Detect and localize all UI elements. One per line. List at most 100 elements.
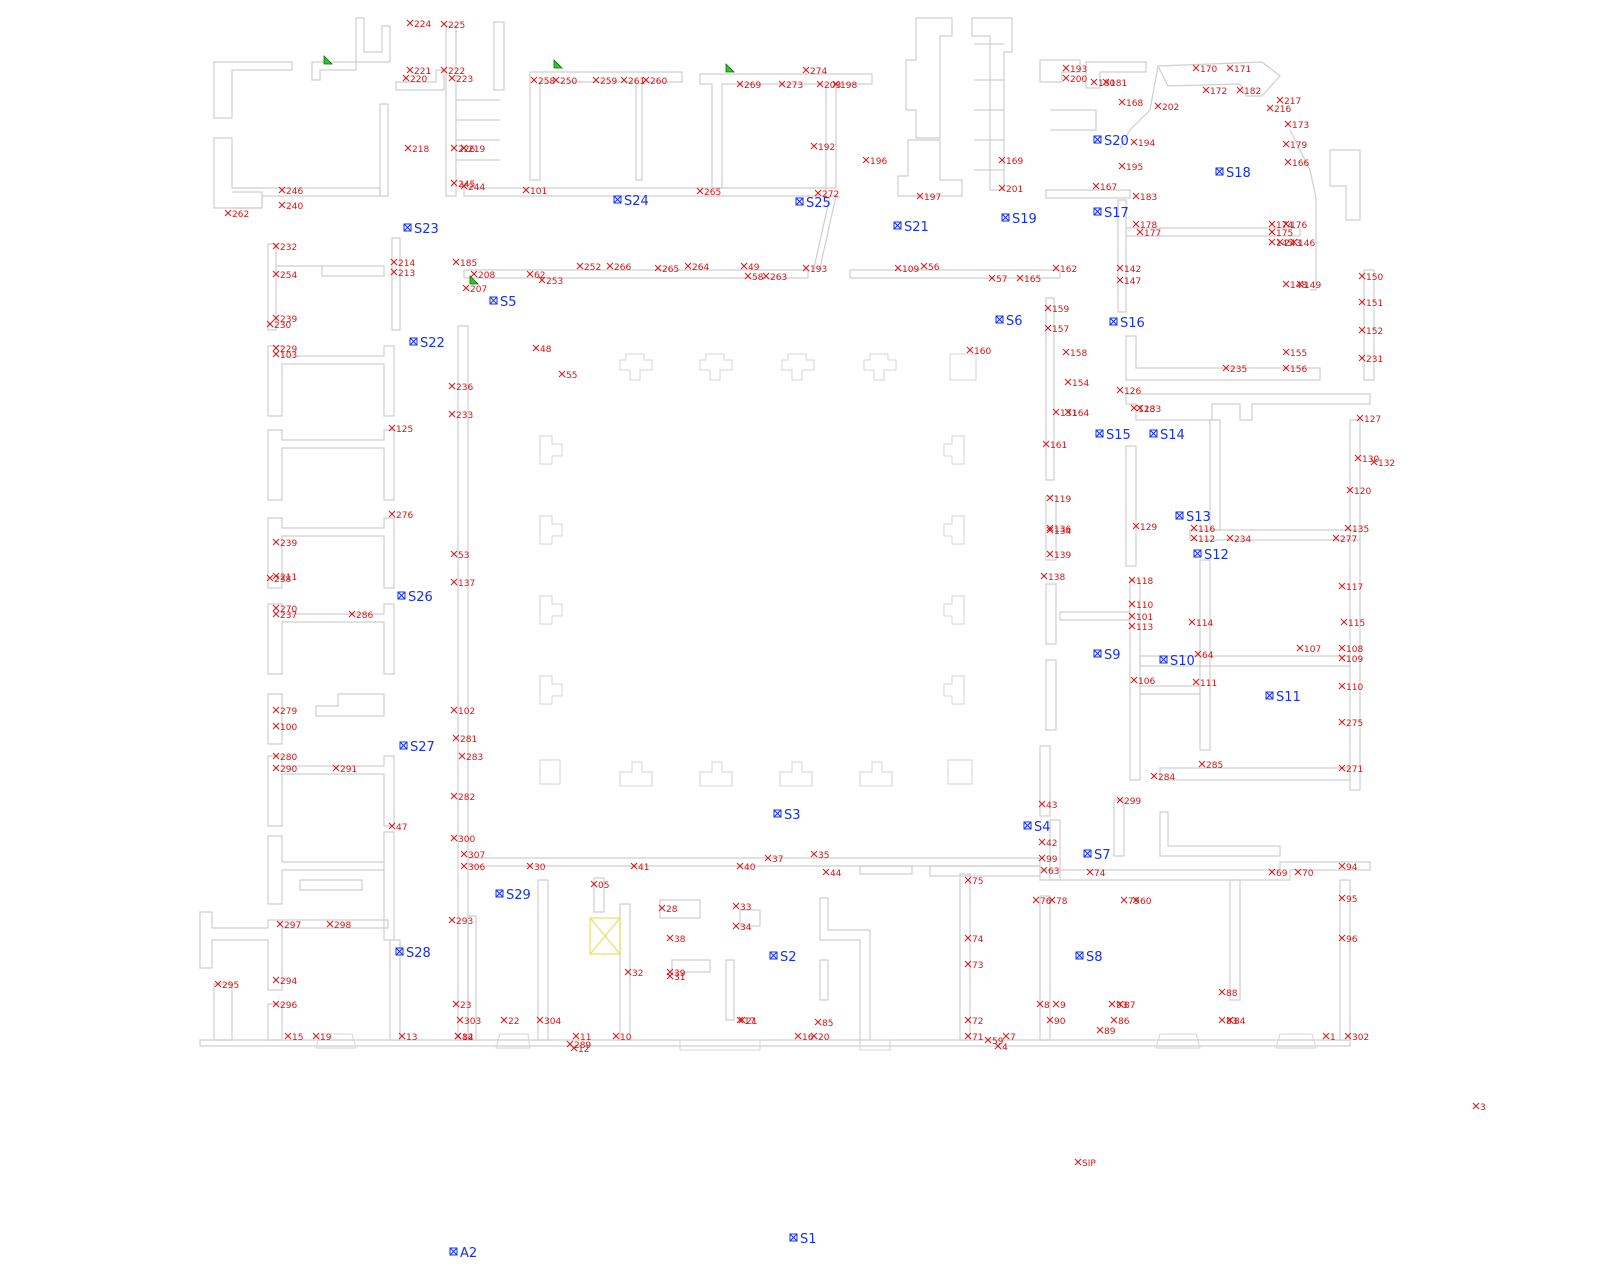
survey-point[interactable]: 33: [732, 902, 751, 913]
survey-point[interactable]: 35: [810, 850, 829, 861]
survey-point[interactable]: 126: [1116, 386, 1141, 397]
survey-point[interactable]: 60: [1132, 896, 1152, 907]
station-marker[interactable]: S15: [1095, 428, 1131, 443]
survey-point[interactable]: 252: [576, 262, 601, 273]
station-marker[interactable]: S25: [795, 196, 831, 211]
survey-point[interactable]: 74: [1086, 868, 1106, 879]
survey-point[interactable]: 131: [1052, 408, 1077, 419]
survey-point[interactable]: 120: [1346, 486, 1371, 497]
survey-point[interactable]: 166: [1284, 158, 1309, 169]
survey-point[interactable]: 283: [458, 752, 483, 763]
survey-point[interactable]: 222: [440, 66, 465, 77]
survey-point[interactable]: 254: [272, 270, 297, 281]
survey-point[interactable]: 31: [666, 972, 685, 983]
survey-point[interactable]: 269: [736, 80, 761, 91]
survey-point[interactable]: 170: [1192, 64, 1217, 75]
survey-point[interactable]: 230: [266, 320, 291, 331]
survey-point[interactable]: 59: [984, 1036, 1004, 1047]
survey-point[interactable]: 88: [1218, 988, 1238, 999]
survey-point[interactable]: 34: [732, 922, 752, 933]
survey-point[interactable]: 275: [1338, 718, 1363, 729]
survey-point[interactable]: 276: [388, 510, 413, 521]
station-marker[interactable]: S28: [395, 946, 431, 961]
survey-point[interactable]: 272: [814, 189, 839, 200]
survey-point[interactable]: 286: [348, 610, 373, 621]
survey-point[interactable]: 160: [966, 346, 991, 357]
survey-point[interactable]: 87: [1116, 1000, 1135, 1011]
survey-point[interactable]: 139: [1046, 550, 1071, 561]
survey-point[interactable]: 171: [1226, 64, 1251, 75]
survey-point[interactable]: 116: [1190, 524, 1215, 535]
survey-point[interactable]: 156: [1282, 364, 1307, 375]
survey-point[interactable]: 176: [1282, 220, 1307, 231]
survey-point[interactable]: 265: [696, 187, 721, 198]
survey-point[interactable]: 8: [1036, 1000, 1050, 1011]
station-marker[interactable]: S6: [995, 314, 1023, 329]
survey-point[interactable]: 261: [620, 76, 645, 87]
survey-point[interactable]: 243: [1276, 238, 1301, 249]
survey-point[interactable]: 40: [736, 862, 756, 873]
station-marker[interactable]: S19: [1001, 212, 1037, 227]
survey-point[interactable]: 90: [1046, 1016, 1066, 1027]
survey-point[interactable]: 221: [406, 66, 431, 77]
station-marker[interactable]: S24: [613, 194, 649, 209]
station-marker[interactable]: S23: [403, 222, 439, 237]
station-marker[interactable]: S21: [893, 220, 929, 235]
station-marker[interactable]: S27: [399, 740, 435, 755]
survey-point[interactable]: 297: [276, 920, 301, 931]
survey-point[interactable]: 1: [1322, 1032, 1336, 1043]
survey-point[interactable]: 73: [964, 960, 983, 971]
survey-point[interactable]: 11: [572, 1032, 591, 1043]
station-marker[interactable]: S12: [1193, 548, 1229, 563]
survey-point[interactable]: 296: [272, 1000, 297, 1011]
survey-point[interactable]: 85: [814, 1018, 833, 1029]
survey-point[interactable]: 108: [1338, 644, 1363, 655]
survey-point[interactable]: 37: [764, 854, 783, 865]
survey-point[interactable]: 211: [272, 572, 297, 583]
survey-point[interactable]: 78: [1048, 896, 1068, 907]
survey-point[interactable]: 175: [1268, 228, 1293, 239]
survey-point[interactable]: 238: [266, 574, 291, 585]
survey-point[interactable]: 240: [278, 201, 303, 212]
survey-point[interactable]: 7: [1002, 1032, 1016, 1043]
survey-point[interactable]: 203: [816, 80, 841, 91]
survey-point[interactable]: 232: [272, 242, 297, 253]
survey-point[interactable]: 194: [1130, 138, 1155, 149]
survey-point[interactable]: 9: [1052, 1000, 1066, 1011]
survey-point[interactable]: 233: [448, 410, 473, 421]
survey-point[interactable]: 10: [612, 1032, 632, 1043]
survey-point[interactable]: 235: [1222, 364, 1247, 375]
survey-point[interactable]: 58: [744, 272, 764, 283]
station-marker[interactable]: S1: [789, 1232, 817, 1247]
survey-point[interactable]: 270: [272, 604, 297, 615]
survey-point[interactable]: 95: [1338, 894, 1357, 905]
station-marker[interactable]: S17: [1093, 206, 1129, 221]
station-marker[interactable]: S9: [1093, 648, 1121, 663]
survey-point[interactable]: 130: [1354, 454, 1379, 465]
station-marker[interactable]: S26: [397, 590, 433, 605]
survey-point[interactable]: 259: [592, 76, 617, 87]
survey-point[interactable]: 279: [272, 706, 297, 717]
survey-point[interactable]: 281: [452, 734, 477, 745]
survey-point[interactable]: 182: [1236, 86, 1261, 97]
survey-point[interactable]: 127: [1356, 414, 1381, 425]
survey-point[interactable]: 253: [538, 276, 563, 287]
survey-point[interactable]: 225: [440, 20, 465, 31]
survey-point[interactable]: 13: [398, 1032, 417, 1043]
survey-point[interactable]: 207: [462, 284, 487, 295]
survey-point[interactable]: 169: [998, 156, 1023, 167]
survey-point[interactable]: 69: [1268, 868, 1288, 879]
survey-point[interactable]: 284: [1150, 772, 1175, 783]
survey-point[interactable]: 173: [1284, 120, 1309, 131]
survey-point[interactable]: 307: [460, 850, 485, 861]
station-marker[interactable]: S11: [1265, 690, 1301, 705]
survey-point[interactable]: 109: [894, 264, 919, 275]
survey-point[interactable]: 111: [1192, 678, 1217, 689]
survey-point[interactable]: 298: [326, 920, 351, 931]
survey-point[interactable]: 136: [1046, 524, 1071, 535]
station-marker[interactable]: S10: [1159, 654, 1195, 669]
survey-point[interactable]: 266: [606, 262, 631, 273]
station-marker[interactable]: S18: [1215, 166, 1251, 181]
survey-point[interactable]: 245: [450, 179, 475, 190]
survey-point[interactable]: 14: [454, 1032, 474, 1043]
